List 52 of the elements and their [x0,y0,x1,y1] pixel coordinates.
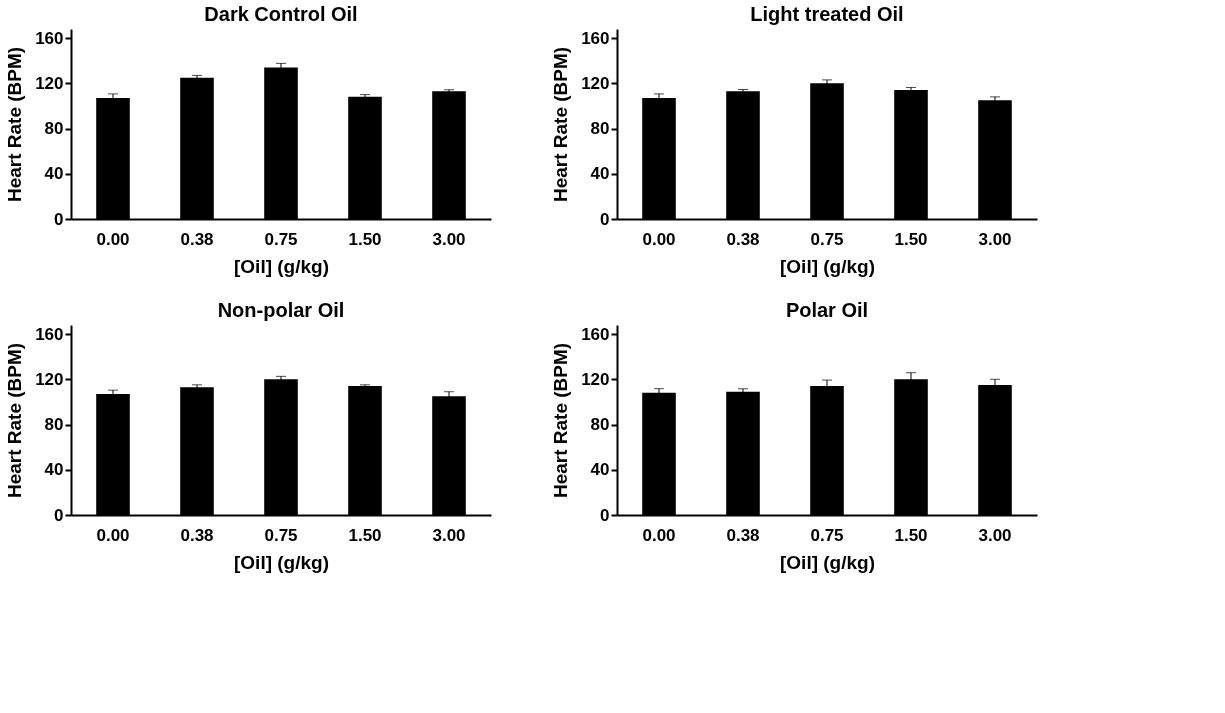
y-tick-label: 80 [590,415,610,435]
y-tick-label: 120 [581,369,610,389]
y-tick-label: 0 [600,505,610,525]
y-tick-label: 0 [54,209,64,229]
x-tick-label: 0.38 [726,229,760,249]
y-tick-label: 160 [35,324,64,344]
x-tick-label: 0.00 [642,229,676,249]
y-tick-label: 40 [44,164,64,184]
x-tick-label: 0.75 [264,525,298,545]
chart-title: Non-polar Oil [217,299,345,321]
y-tick-label: 40 [44,460,64,480]
y-tick-label: 160 [581,28,610,48]
x-tick-label: 0.75 [264,229,298,249]
x-tick-label: 0.38 [726,525,760,545]
y-tick-label: 120 [581,73,610,93]
y-axis-title: Heart Rate (BPM) [4,342,26,499]
y-axis-title: Heart Rate (BPM) [550,46,572,203]
y-tick-label: 40 [590,164,610,184]
chart-title: Dark Control Oil [204,3,358,25]
y-axis-title: Heart Rate (BPM) [4,46,26,203]
x-axis-title: [Oil] (g/kg) [234,551,329,573]
y-tick-label: 80 [44,119,64,139]
x-axis-title: [Oil] (g/kg) [234,255,329,277]
x-tick-label: 0.00 [642,525,676,545]
chart-title: Polar Oil [785,299,869,321]
x-tick-label: 0.38 [180,525,214,545]
y-tick-label: 160 [35,28,64,48]
x-tick-label: 3.00 [978,229,1012,249]
x-tick-label: 0.75 [810,229,844,249]
x-axis-title: [Oil] (g/kg) [780,551,875,573]
y-tick-label: 80 [590,119,610,139]
y-tick-label: 120 [35,73,64,93]
x-tick-label: 3.00 [432,229,466,249]
x-tick-label: 1.50 [894,525,928,545]
chart-title: Light treated Oil [750,3,904,25]
x-tick-label: 0.00 [96,229,130,249]
x-tick-label: 0.00 [96,525,130,545]
y-tick-label: 80 [44,415,64,435]
y-axis-title: Heart Rate (BPM) [550,342,572,499]
x-tick-label: 1.50 [348,525,382,545]
x-axis-title: [Oil] (g/kg) [780,255,875,277]
y-tick-label: 0 [600,209,610,229]
x-tick-label: 1.50 [348,229,382,249]
y-tick-label: 160 [581,324,610,344]
x-tick-label: 3.00 [432,525,466,545]
y-tick-label: 40 [590,460,610,480]
y-tick-label: 120 [35,369,64,389]
x-tick-label: 0.38 [180,229,214,249]
y-tick-label: 0 [54,505,64,525]
x-tick-label: 1.50 [894,229,928,249]
x-tick-label: 3.00 [978,525,1012,545]
x-tick-label: 0.75 [810,525,844,545]
